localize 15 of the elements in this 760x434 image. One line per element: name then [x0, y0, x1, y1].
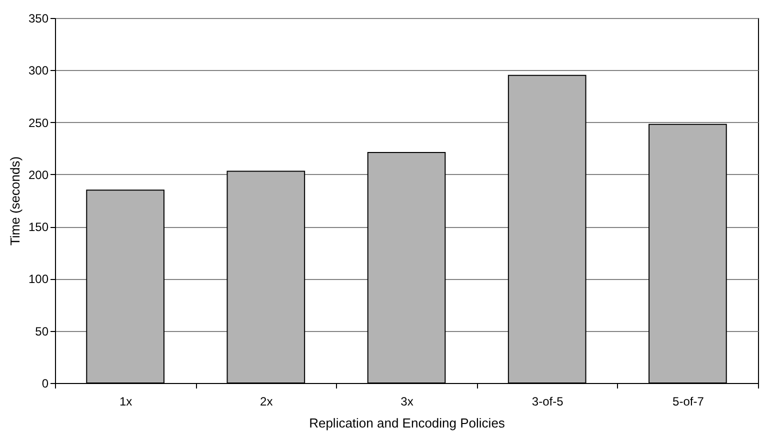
y-tick-label: 250: [28, 116, 49, 130]
x-tick-label: 3-of-5: [532, 394, 564, 408]
y-axis-title: Time (seconds): [7, 156, 22, 246]
y-tick-label: 300: [28, 64, 49, 78]
y-tick-label: 0: [42, 376, 49, 390]
x-axis-title: Replication and Encoding Policies: [309, 416, 506, 430]
x-tick-label: 2x: [260, 394, 273, 408]
x-tick-label: 1x: [119, 394, 132, 408]
y-tick-label: 350: [28, 12, 49, 26]
y-tick-label: 50: [35, 324, 49, 338]
y-tick-label: 100: [28, 272, 49, 286]
x-tick-label: 5-of-7: [672, 394, 704, 408]
y-tick-label: 150: [28, 220, 49, 234]
x-tick-label: 3x: [400, 394, 414, 408]
y-tick-label: 200: [28, 168, 49, 182]
